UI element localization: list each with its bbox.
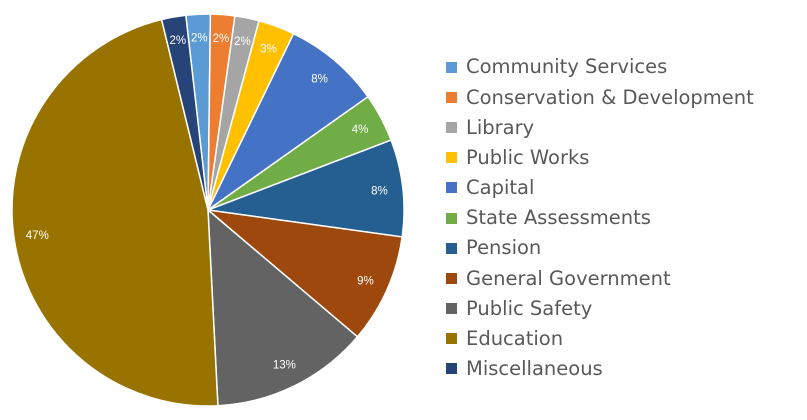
- legend-item-miscellaneous: Miscellaneous: [446, 354, 754, 384]
- legend-item-conservation-and-development: Conservation & Development: [446, 82, 754, 112]
- slice-label-public-works: 3%: [260, 43, 277, 55]
- slice-label-miscellaneous: 2%: [169, 35, 186, 47]
- slice-label-state-assessments: 4%: [352, 124, 369, 136]
- legend-label: Public Safety: [466, 296, 593, 320]
- legend-item-library: Library: [446, 112, 754, 142]
- pie-slice-general-government: [207, 209, 403, 338]
- legend-label: Conservation & Development: [466, 85, 754, 109]
- slice-label-conservation-and-development: 2%: [213, 33, 230, 45]
- legend-swatch: [446, 121, 457, 133]
- legend-swatch: [446, 91, 457, 103]
- legend-swatch: [446, 303, 457, 315]
- legend-item-general-government: General Government: [446, 263, 754, 293]
- legend-label: Public Works: [466, 145, 590, 169]
- legend-swatch: [446, 333, 457, 345]
- legend-label: Community Services: [466, 55, 668, 79]
- slice-label-capital: 8%: [311, 74, 328, 86]
- slice-label-public-safety: 13%: [273, 360, 296, 372]
- legend-swatch: [446, 212, 457, 224]
- legend-swatch: [446, 242, 457, 254]
- legend-swatch: [446, 61, 457, 73]
- legend-item-public-works: Public Works: [446, 143, 754, 173]
- pie-slice-pension: [207, 139, 405, 238]
- legend-label: Library: [466, 115, 535, 139]
- legend-item-capital: Capital: [446, 173, 754, 203]
- legend-label: General Government: [466, 266, 671, 290]
- pie-slice-capital: [207, 32, 369, 211]
- legend-swatch: [446, 152, 457, 164]
- pie-slice-education: [11, 18, 219, 407]
- legend: Community Services Conservation & Develop…: [446, 52, 754, 384]
- legend-swatch: [446, 363, 457, 375]
- legend-item-state-assessments: State Assessments: [446, 203, 754, 233]
- pie-slice-public-safety: [207, 209, 359, 407]
- legend-swatch: [446, 182, 457, 194]
- slice-label-general-government: 9%: [357, 275, 374, 287]
- legend-swatch: [446, 272, 457, 284]
- slice-label-pension: 8%: [371, 186, 388, 198]
- legend-item-education: Education: [446, 324, 754, 354]
- legend-label: Miscellaneous: [466, 357, 603, 381]
- pie-chart: 2% 2% 2% 3% 8% 4% 8% 9% 13% 47% 2%: [11, 13, 405, 407]
- legend-label: Capital: [466, 176, 535, 200]
- legend-label: Education: [466, 327, 564, 351]
- slice-label-community-services: 2%: [191, 33, 208, 45]
- slice-label-education: 47%: [26, 230, 49, 242]
- legend-item-community-services: Community Services: [446, 52, 754, 82]
- legend-item-pension: Pension: [446, 233, 754, 263]
- slice-label-library: 2%: [234, 36, 251, 48]
- legend-item-public-safety: Public Safety: [446, 294, 754, 324]
- pie-slice-miscellaneous: [160, 14, 209, 211]
- legend-label: State Assessments: [466, 206, 651, 230]
- legend-label: Pension: [466, 236, 542, 260]
